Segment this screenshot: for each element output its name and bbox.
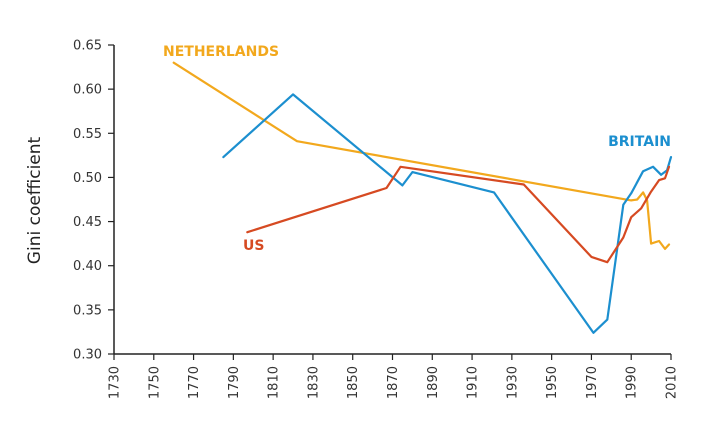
x-tick-label: 1950 bbox=[545, 366, 560, 399]
x-tick-label: 1730 bbox=[108, 366, 123, 399]
x-tick-label: 1850 bbox=[346, 366, 361, 399]
y-axis-title: Gini coefficient bbox=[25, 136, 45, 264]
y-tick-label: 0.35 bbox=[73, 303, 102, 318]
series-line-netherlands bbox=[172, 61, 671, 250]
x-tick-label: 1790 bbox=[227, 366, 242, 399]
x-tick-label: 1970 bbox=[585, 366, 600, 399]
x-tick-label: 1830 bbox=[306, 366, 321, 399]
y-tick-label: 0.40 bbox=[73, 259, 102, 274]
series-layer bbox=[172, 61, 673, 334]
x-tick-label: 1910 bbox=[466, 366, 481, 399]
x-tick-label: 1750 bbox=[147, 366, 162, 399]
labels-layer: Gini coefficient NETHERLANDS BRITAIN US bbox=[25, 44, 671, 264]
x-tick-label: 2010 bbox=[665, 366, 680, 399]
x-tick-label: 1810 bbox=[267, 366, 282, 399]
x-tick-label: 1870 bbox=[386, 366, 401, 399]
y-tick-label: 0.50 bbox=[73, 171, 102, 186]
y-tick-label: 0.60 bbox=[73, 83, 102, 98]
series-label-britain: BRITAIN bbox=[608, 134, 671, 150]
x-tick-label: 1770 bbox=[187, 366, 202, 399]
x-tick-label: 1890 bbox=[426, 366, 441, 399]
x-tick-label: 1930 bbox=[505, 366, 520, 399]
series-label-us: US bbox=[243, 238, 264, 254]
x-tick-label: 1990 bbox=[625, 366, 640, 399]
series-label-netherlands: NETHERLANDS bbox=[163, 44, 279, 60]
y-tick-label: 0.65 bbox=[73, 39, 102, 54]
series-line-us bbox=[246, 165, 671, 264]
y-tick-label: 0.55 bbox=[73, 127, 102, 142]
series-line-britain bbox=[222, 93, 673, 334]
y-tick-label: 0.30 bbox=[73, 348, 102, 363]
axes-layer: 0.30 0.35 0.40 0.45 0.50 0.55 0.60 0.65 1730 1750… bbox=[73, 39, 679, 400]
y-tick-label: 0.45 bbox=[73, 215, 102, 230]
